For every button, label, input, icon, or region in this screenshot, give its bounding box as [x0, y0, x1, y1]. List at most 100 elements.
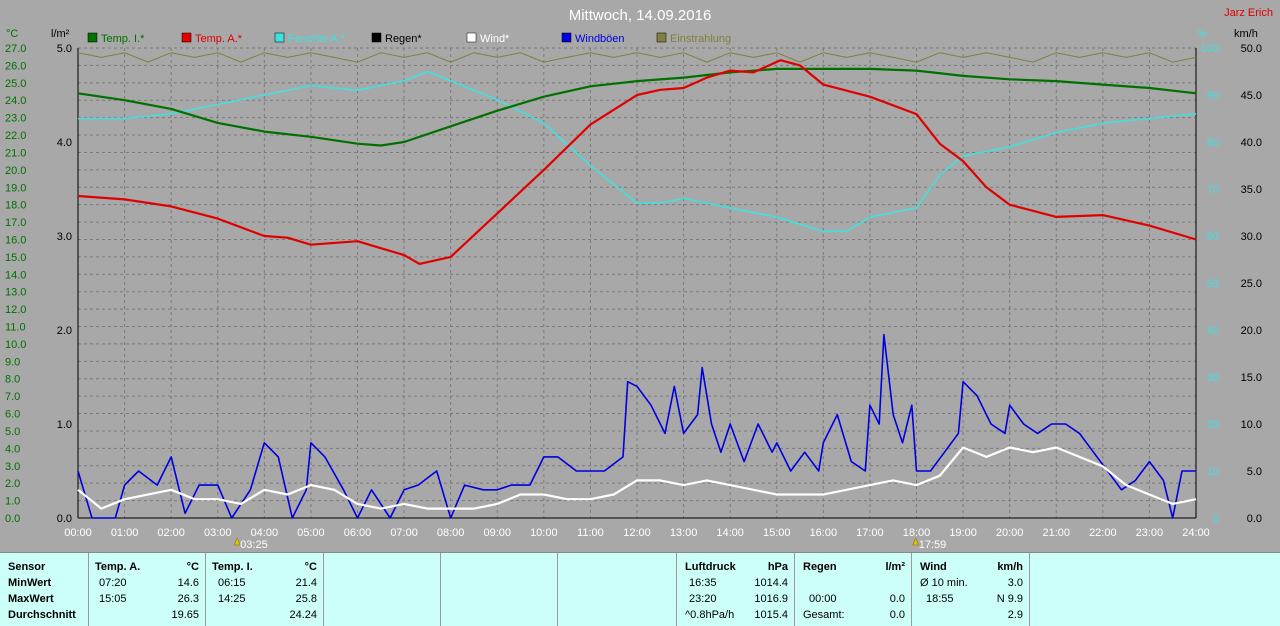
legend-label: Regen*	[385, 33, 422, 45]
y-wind-tick-label: 20.0	[1241, 325, 1262, 337]
sunset-icon	[912, 537, 920, 546]
y-rain-tick-label: 2.0	[57, 325, 72, 337]
y-temp-tick-label: 14.0	[5, 269, 26, 281]
regen-total-value: 0.0	[889, 609, 905, 621]
regen-title: Regen	[803, 561, 837, 573]
y-temp-tick-label: 9.0	[5, 356, 20, 368]
regen-unit: l/m²	[885, 561, 905, 573]
row-label-avg: Durchschnitt	[8, 609, 76, 621]
wind-max-time: 18:55	[926, 593, 954, 605]
y-humidity-tick-label: 50	[1207, 278, 1219, 290]
y-temp-tick-label: 13.0	[5, 287, 26, 299]
y-temp-tick-label: 16.0	[5, 234, 26, 246]
y-temp-tick-label: 7.0	[5, 391, 20, 403]
x-tick-label: 11:00	[577, 527, 604, 539]
temp-a-avg-value: 19.65	[171, 609, 199, 621]
author-label: Jarz Erich	[1224, 7, 1273, 19]
luftdruck-unit: hPa	[767, 561, 788, 573]
x-tick-label: 20:00	[996, 527, 1024, 539]
legend-label: Feuchte A.*	[288, 33, 346, 45]
temp-i-column: Temp. I. °C 06:15 21.4 14:25 25.8 24.24	[206, 553, 324, 626]
wind-title: Wind	[920, 561, 947, 573]
sunset-time-label: 17:59	[919, 539, 947, 551]
x-tick-label: 12:00	[623, 527, 651, 539]
empty-column-2	[441, 553, 558, 626]
x-tick-label: 10:00	[530, 527, 558, 539]
y-temp-tick-label: 4.0	[5, 443, 20, 455]
temp-i-unit: °C	[304, 561, 317, 573]
x-tick-label: 02:00	[157, 527, 185, 539]
y-humidity-tick-label: 40	[1207, 325, 1219, 337]
x-tick-label: 18:00	[903, 527, 931, 539]
legend-label: Wind*	[480, 33, 510, 45]
legend-swatch	[87, 32, 98, 43]
legend-swatch	[371, 32, 382, 43]
y-wind-tick-label: 15.0	[1241, 372, 1262, 384]
y-rain-tick-label: 3.0	[57, 231, 72, 243]
row-label-max: MaxWert	[8, 593, 54, 605]
luftdruck-max-value: 1016.9	[754, 593, 788, 605]
y-rain-tick-label: 4.0	[57, 137, 72, 149]
x-tick-label: 08:00	[437, 527, 465, 539]
y-wind-tick-label: 0.0	[1247, 513, 1262, 525]
legend-swatch	[274, 32, 285, 43]
temp-a-min-value: 14.6	[177, 577, 199, 589]
y-wind-tick-label: 30.0	[1241, 231, 1262, 243]
x-tick-label: 17:00	[856, 527, 884, 539]
legend-swatch	[181, 32, 192, 43]
y-temp-tick-label: 22.0	[5, 130, 26, 142]
x-tick-label: 04:00	[251, 527, 279, 539]
luftdruck-title: Luftdruck	[685, 561, 736, 573]
y-wind-tick-label: 5.0	[1247, 466, 1262, 478]
x-tick-label: 00:00	[64, 527, 92, 539]
y-wind-tick-label: 35.0	[1241, 184, 1262, 196]
y-temp-tick-label: 6.0	[5, 409, 20, 421]
legend-swatch	[561, 32, 572, 43]
regen-total-label: Gesamt:	[803, 609, 845, 621]
y-temp-tick-label: 23.0	[5, 113, 26, 125]
y-temp-tick-label: 19.0	[5, 182, 26, 194]
x-tick-label: 13:00	[670, 527, 698, 539]
y-rain-tick-label: 0.0	[57, 513, 72, 525]
chart-grid	[77, 47, 1197, 519]
y-temp-tick-label: 25.0	[5, 78, 26, 90]
y-humidity-tick-label: 80	[1207, 137, 1219, 149]
temp-i-min-time: 06:15	[218, 577, 246, 589]
luftdruck-trend-label: ^0.8hPa/h	[685, 609, 735, 621]
y-wind-tick-label: 25.0	[1241, 278, 1262, 290]
luftdruck-min-value: 1014.4	[754, 577, 788, 589]
temp-a-title: Temp. A.	[95, 561, 141, 573]
series-temp-a	[77, 59, 1197, 265]
weather-chart: 00:00 01:00 02:00 03:00 04:00 05:00 06:00 07:00…	[5, 7, 1273, 551]
regen-time: 00:00	[809, 593, 837, 605]
temp-i-max-time: 14:25	[218, 593, 246, 605]
y-wind-tick-label: 50.0	[1241, 43, 1262, 55]
y-temp-tick-label: 12.0	[5, 304, 26, 316]
y-temp-tick-label: 3.0	[5, 461, 20, 473]
luftdruck-trend-value: 1015.4	[754, 609, 788, 621]
y-temp-tick-label: 0.0	[5, 513, 20, 525]
statistics-panel: Sensor MinWert MaxWert Durchschnitt Temp…	[0, 552, 1280, 626]
legend-swatch	[466, 32, 477, 43]
x-tick-label: 07:00	[390, 527, 418, 539]
legend-label: Temp. I.*	[101, 33, 145, 45]
wind-column: Wind km/h Ø 10 min. 3.0 18:55 N 9.9 2.9	[912, 553, 1030, 626]
y-temp-tick-label: 15.0	[5, 252, 26, 264]
temp-i-max-value: 25.8	[295, 593, 317, 605]
y-temp-tick-label: 2.0	[5, 478, 20, 490]
unit-rain-label: l/m²	[51, 28, 70, 40]
y-temp-tick-label: 27.0	[5, 43, 26, 55]
x-tick-label: 19:00	[949, 527, 977, 539]
legend-swatch	[656, 32, 667, 43]
x-tick-label: 05:00	[297, 527, 325, 539]
sunrise-icon	[233, 537, 241, 546]
chart-legend: Temp. I.* Temp. A.* Feuchte A.* Regen* Wind*…	[87, 32, 731, 45]
legend-label: Einstrahlung	[670, 33, 731, 45]
series-temp-i	[77, 67, 1197, 147]
unit-pct-label: %	[1197, 28, 1207, 40]
wind-max-value: N 9.9	[996, 593, 1023, 605]
y-temp-tick-label: 11.0	[5, 322, 26, 334]
y-temp-tick-label: 20.0	[5, 165, 26, 177]
y-rain-tick-label: 5.0	[57, 43, 72, 55]
y-rain-tick-label: 1.0	[57, 419, 72, 431]
